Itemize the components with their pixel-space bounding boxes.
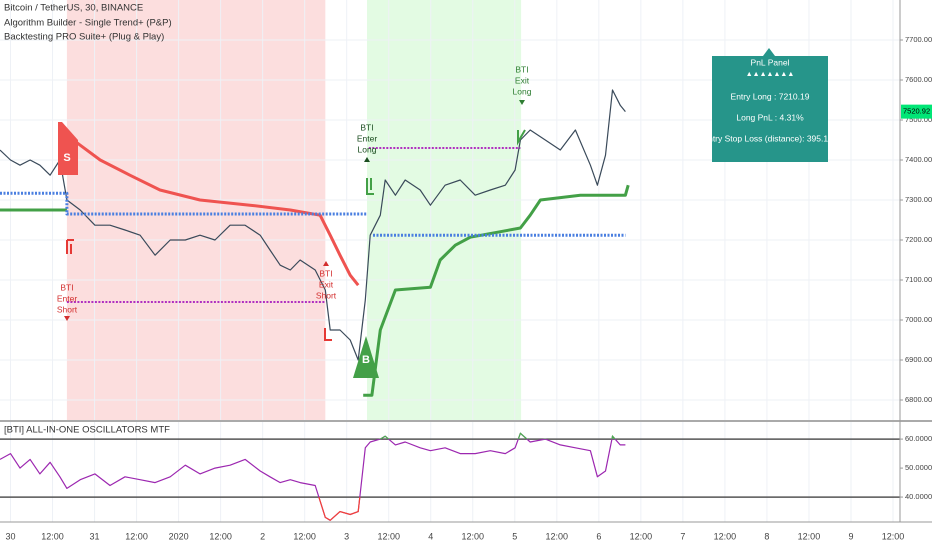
- oscillator-title: [BTI] ALL-IN-ONE OSCILLATORS MTF: [4, 424, 170, 435]
- y-tick-label: 7700.00: [905, 35, 932, 44]
- exit-short-annotation: BTI Exit Short: [316, 261, 337, 300]
- y-tick-label: 40.000000: [905, 492, 932, 501]
- indicator-name: Algorithm Builder - Single Trend+ (P&P): [4, 17, 172, 28]
- buy-marker-label: B: [362, 354, 370, 366]
- enter-long-annotation: BTI Enter Long: [357, 122, 377, 162]
- annotation-text: Exit: [319, 279, 334, 289]
- series-line: [0, 89, 626, 361]
- x-tick-label: 30: [5, 531, 15, 541]
- x-tick-label: 12:00: [714, 531, 737, 541]
- annotation-text: Exit: [515, 75, 530, 85]
- series-line: [66, 147, 521, 303]
- x-tick-label: 12:00: [125, 531, 148, 541]
- x-tick-label: 5: [512, 531, 517, 541]
- sell-marker: [58, 122, 78, 175]
- symbol-title: Bitcoin / TetherUS, 30, BINANCE: [4, 2, 143, 13]
- y-tick-label: 7400.00: [905, 155, 932, 164]
- x-tick-label: 9: [848, 531, 853, 541]
- x-tick-label: 8: [764, 531, 769, 541]
- pnl-triangles: ▲▲▲▲▲▲▲: [746, 71, 795, 78]
- y-tick-label: 7300.00: [905, 195, 932, 204]
- x-tick-label: 6: [596, 531, 601, 541]
- y-tick-label: 7100.00: [905, 275, 932, 284]
- grid: [0, 0, 900, 522]
- pnl-line: Long PnL : 4.31%: [736, 112, 804, 122]
- series-line: [65, 134, 360, 287]
- annotation-text: Long: [513, 86, 532, 96]
- x-tick-label: 12:00: [209, 531, 232, 541]
- x-tick-label: 12:00: [546, 531, 569, 541]
- y-tick-label: 6900.00: [905, 355, 932, 364]
- last-price-box: [901, 104, 932, 119]
- annotation-text: Short: [316, 290, 337, 300]
- annotation-text: BTI: [60, 282, 73, 292]
- x-tick-label: 12:00: [630, 531, 653, 541]
- x-tick-label: 12:00: [377, 531, 400, 541]
- y-tick-label: 6800.00: [905, 395, 932, 404]
- x-tick-label: 12:00: [461, 531, 484, 541]
- x-tick-label: 31: [90, 531, 100, 541]
- series-line: [363, 184, 630, 397]
- last-price-label: 7520.92: [903, 107, 930, 116]
- pnl-line: Entry Long : 7210.19: [731, 91, 810, 101]
- exit-bracket: [517, 129, 526, 146]
- annotation-text: BTI: [360, 122, 373, 132]
- annotation-arrow: [364, 157, 370, 162]
- x-tick-label: 12:00: [882, 531, 905, 541]
- exit-long-annotation: BTI Exit Long: [513, 64, 532, 105]
- annotation-text: Enter: [57, 293, 77, 303]
- x-tick-label: 2: [260, 531, 265, 541]
- buy-marker: [353, 336, 379, 378]
- long-bracket: [366, 178, 374, 195]
- y-tick-label: 7000.00: [905, 315, 932, 324]
- x-tick-label: 12:00: [41, 531, 64, 541]
- main-series: [0, 89, 630, 397]
- oversold-line: [318, 497, 361, 522]
- x-tick-label: 12:00: [293, 531, 316, 541]
- sell-marker-label: S: [63, 152, 70, 164]
- annotation-arrow: [519, 100, 525, 105]
- annotation-text: BTI: [319, 268, 332, 278]
- pnl-panel-box: [712, 48, 828, 162]
- annotation-arrow: [64, 316, 70, 321]
- annotation-text: BTI: [515, 64, 528, 74]
- x-tick-label: 4: [428, 531, 433, 541]
- series-line: [0, 191, 626, 237]
- short-bracket: [66, 239, 74, 254]
- indicator-name: Backtesting PRO Suite+ (Plug & Play): [4, 31, 164, 42]
- annotation-text: Long: [358, 144, 377, 154]
- x-tick-label: 2020: [169, 531, 189, 541]
- pnl-title: PnL Panel: [751, 57, 790, 67]
- x-tick-label: 12:00: [798, 531, 821, 541]
- annotation-arrow: [323, 261, 329, 266]
- pnl-line: Entry Stop Loss (distance): 395.154: [702, 133, 837, 143]
- x-tick-label: 7: [680, 531, 685, 541]
- y-tick-label: 7200.00: [905, 235, 932, 244]
- y-tick-label: 60.000000: [905, 434, 932, 443]
- enter-short-annotation: BTI Enter Short: [57, 282, 78, 321]
- trade-zone: [367, 0, 522, 420]
- y-tick-label: 7600.00: [905, 75, 932, 84]
- annotation-text: Enter: [357, 133, 377, 143]
- oscillator-series: [0, 432, 900, 522]
- y-tick-label: 50.000000: [905, 463, 932, 472]
- exit-bracket: [324, 328, 332, 341]
- annotation-text: Short: [57, 304, 78, 314]
- x-tick-label: 3: [344, 531, 349, 541]
- y-tick-label: 7500.00: [905, 115, 932, 124]
- pnl-panel: PnL Panel ▲▲▲▲▲▲▲ Entry Long : 7210.19 L…: [702, 48, 838, 162]
